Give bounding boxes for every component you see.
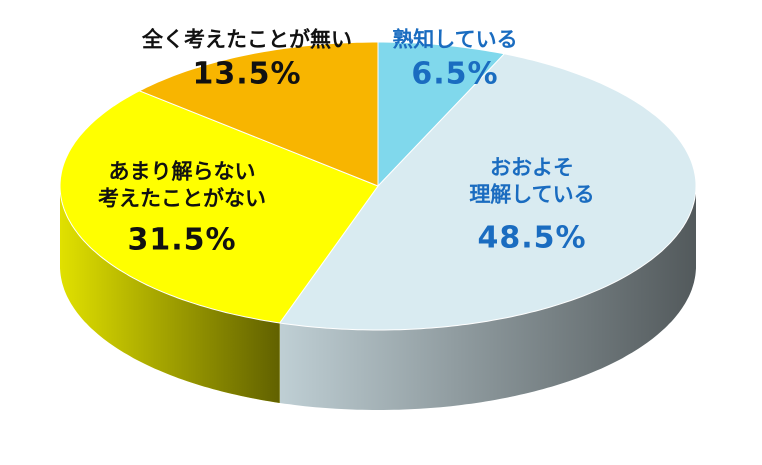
value-label: 6.5% (411, 56, 499, 92)
value-label: 31.5% (127, 222, 237, 258)
slice (377, 41, 506, 188)
category-label: 全く考えたことが無い (142, 27, 352, 52)
slice (138, 41, 379, 187)
value-label: 13.5% (192, 56, 302, 92)
value-label: 48.5% (477, 220, 587, 256)
slice (278, 53, 697, 331)
category-label: おおよそ 理解している (469, 155, 595, 207)
slice (59, 90, 379, 324)
category-label: あまり解らない 考えたことがない (98, 159, 266, 211)
slice-side-shade (60, 186, 280, 403)
category-label: 熟知している (392, 27, 518, 52)
slice-side-shade (279, 186, 696, 410)
